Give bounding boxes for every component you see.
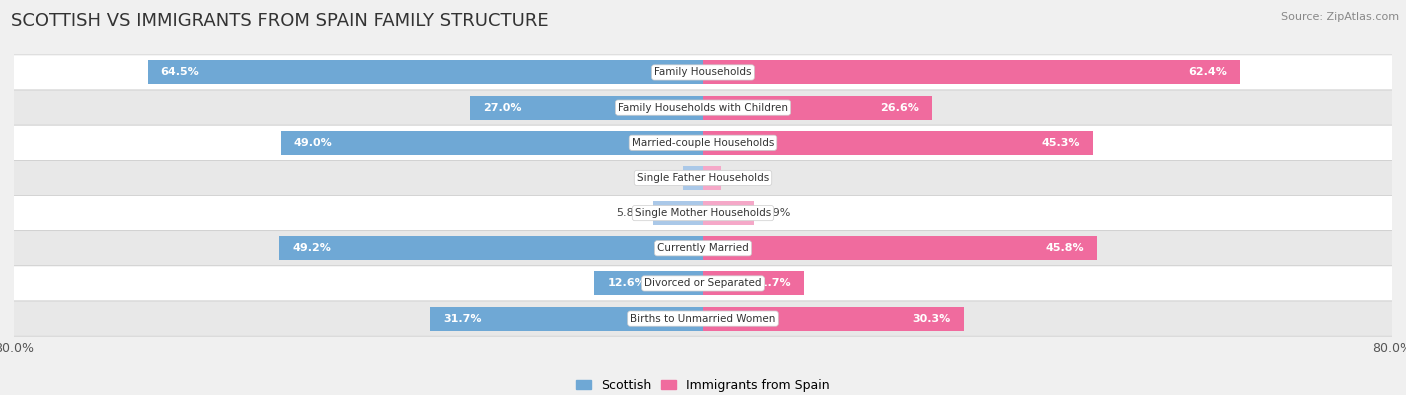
Bar [148,60,703,85]
FancyBboxPatch shape [0,160,1406,196]
Bar [703,166,721,190]
FancyBboxPatch shape [0,301,1406,336]
Text: Source: ZipAtlas.com: Source: ZipAtlas.com [1281,12,1399,22]
Bar [471,96,703,120]
FancyBboxPatch shape [0,55,1406,90]
Text: 2.3%: 2.3% [647,173,675,183]
Text: 62.4%: 62.4% [1188,68,1227,77]
Text: 26.6%: 26.6% [880,103,920,113]
Text: 45.3%: 45.3% [1042,138,1080,148]
Text: Family Households with Children: Family Households with Children [619,103,787,113]
Text: Births to Unmarried Women: Births to Unmarried Women [630,314,776,324]
Text: 49.0%: 49.0% [294,138,333,148]
Bar [703,60,1240,85]
Text: Divorced or Separated: Divorced or Separated [644,278,762,288]
Bar [703,236,1098,260]
Bar [652,201,703,225]
Text: 31.7%: 31.7% [443,314,481,324]
FancyBboxPatch shape [0,125,1406,160]
Bar [280,236,703,260]
Text: 45.8%: 45.8% [1046,243,1084,253]
Text: SCOTTISH VS IMMIGRANTS FROM SPAIN FAMILY STRUCTURE: SCOTTISH VS IMMIGRANTS FROM SPAIN FAMILY… [11,12,548,30]
Text: 12.6%: 12.6% [607,278,647,288]
Text: 49.2%: 49.2% [292,243,330,253]
Text: 64.5%: 64.5% [160,68,200,77]
Text: Family Households: Family Households [654,68,752,77]
Bar [703,201,754,225]
FancyBboxPatch shape [0,196,1406,231]
Text: 5.8%: 5.8% [616,208,644,218]
Text: Single Mother Households: Single Mother Households [636,208,770,218]
Bar [430,307,703,331]
FancyBboxPatch shape [0,90,1406,125]
Bar [703,271,804,295]
FancyBboxPatch shape [0,266,1406,301]
Legend: Scottish, Immigrants from Spain: Scottish, Immigrants from Spain [571,374,835,395]
Bar [595,271,703,295]
Text: 11.7%: 11.7% [752,278,790,288]
Text: Single Father Households: Single Father Households [637,173,769,183]
Text: 5.9%: 5.9% [762,208,790,218]
Bar [703,131,1092,155]
Text: 2.1%: 2.1% [730,173,758,183]
Text: Currently Married: Currently Married [657,243,749,253]
Bar [703,307,965,331]
Bar [281,131,703,155]
FancyBboxPatch shape [0,231,1406,266]
Text: 27.0%: 27.0% [484,103,522,113]
Bar [703,96,932,120]
Bar [683,166,703,190]
Text: 30.3%: 30.3% [912,314,950,324]
Text: Married-couple Households: Married-couple Households [631,138,775,148]
